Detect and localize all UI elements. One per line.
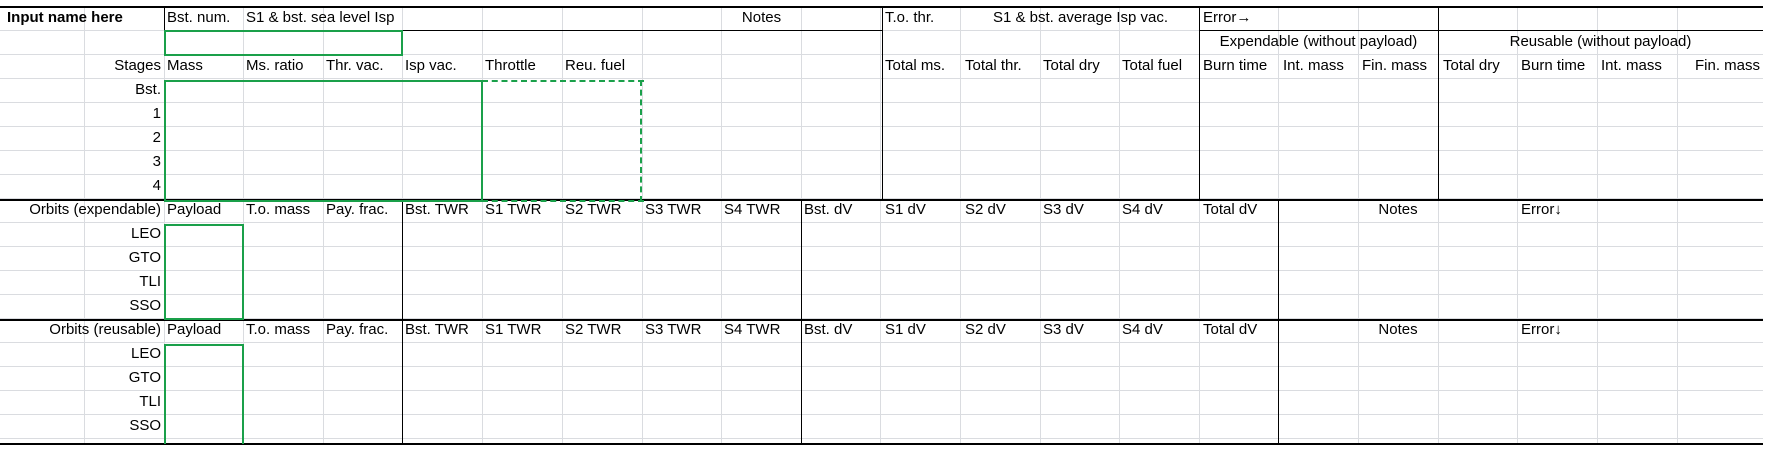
- bst-twr-header[interactable]: Bst. TWR: [405, 201, 469, 218]
- s4-twr-header[interactable]: S4 TWR: [724, 321, 781, 338]
- reu-burn-time-header[interactable]: Burn time: [1521, 57, 1586, 74]
- reu-fuel-header[interactable]: Reu. fuel: [565, 57, 626, 74]
- s2-dv-header[interactable]: S2 dV: [965, 201, 1006, 218]
- s3-dv-header[interactable]: S3 dV: [1043, 201, 1084, 218]
- orbit-label[interactable]: LEO: [130, 345, 161, 362]
- pay-frac-header[interactable]: Pay. frac.: [326, 321, 389, 338]
- stage-label[interactable]: 3: [152, 153, 161, 170]
- stage-label[interactable]: 4: [152, 177, 161, 194]
- s3-twr-header[interactable]: S3 TWR: [645, 321, 702, 338]
- reu-total-dry-header[interactable]: Total dry: [1443, 57, 1500, 74]
- expendable-group-header[interactable]: Expendable (without payload): [1219, 33, 1418, 50]
- orbits-reusable-label[interactable]: Orbits (reusable): [49, 321, 161, 338]
- total-dv-header[interactable]: Total dV: [1203, 321, 1258, 338]
- error-down-indicator[interactable]: Error↓: [1521, 201, 1562, 218]
- error-right-indicator[interactable]: Error→: [1203, 9, 1252, 26]
- orbit-label[interactable]: GTO: [128, 249, 161, 266]
- s4-twr-header[interactable]: S4 TWR: [724, 201, 781, 218]
- s1-dv-header[interactable]: S1 dV: [885, 201, 926, 218]
- reu-fin-mass-header[interactable]: Fin. mass: [1694, 57, 1760, 74]
- total-dv-header[interactable]: Total dV: [1203, 201, 1258, 218]
- orbit-label[interactable]: SSO: [129, 417, 161, 434]
- s1-dv-header[interactable]: S1 dV: [885, 321, 926, 338]
- total-fuel-header[interactable]: Total fuel: [1122, 57, 1183, 74]
- payload-header[interactable]: Payload: [167, 201, 222, 218]
- total-thr-header[interactable]: Total thr.: [965, 57, 1022, 74]
- bst-dv-header[interactable]: Bst. dV: [804, 201, 853, 218]
- s2-twr-header[interactable]: S2 TWR: [565, 201, 622, 218]
- error-down-indicator[interactable]: Error↓: [1521, 321, 1562, 338]
- thr-vac-header[interactable]: Thr. vac.: [326, 57, 384, 74]
- stage-label[interactable]: 2: [152, 129, 161, 146]
- orbit-label[interactable]: GTO: [128, 369, 161, 386]
- stage-label[interactable]: 1: [152, 105, 161, 122]
- payload-header[interactable]: Payload: [167, 321, 222, 338]
- pay-frac-header[interactable]: Pay. frac.: [326, 201, 389, 218]
- exp-int-mass-header[interactable]: Int. mass: [1283, 57, 1344, 74]
- to-mass-header[interactable]: T.o. mass: [246, 321, 311, 338]
- orbit-notes-header[interactable]: Notes: [1378, 321, 1418, 338]
- orbit-label[interactable]: SSO: [129, 297, 161, 314]
- s2-dv-header[interactable]: S2 dV: [965, 321, 1006, 338]
- orbit-label[interactable]: TLI: [139, 273, 161, 290]
- total-ms-header[interactable]: Total ms.: [885, 57, 946, 74]
- mass-header[interactable]: Mass: [167, 57, 203, 74]
- total-dry-header[interactable]: Total dry: [1043, 57, 1100, 74]
- bst-num-header[interactable]: Bst. num.: [167, 9, 231, 26]
- isp-vac-header[interactable]: Isp vac.: [405, 57, 457, 74]
- orbit-notes-header[interactable]: Notes: [1378, 201, 1418, 218]
- s2-twr-header[interactable]: S2 TWR: [565, 321, 622, 338]
- stage-label[interactable]: Bst.: [135, 81, 161, 98]
- bst-twr-header[interactable]: Bst. TWR: [405, 321, 469, 338]
- to-thr-header[interactable]: T.o. thr.: [885, 9, 935, 26]
- reu-int-mass-header[interactable]: Int. mass: [1601, 57, 1662, 74]
- exp-fin-mass-header[interactable]: Fin. mass: [1362, 57, 1428, 74]
- throttle-header[interactable]: Throttle: [485, 57, 536, 74]
- orbit-label[interactable]: LEO: [130, 225, 161, 242]
- s4-dv-header[interactable]: S4 dV: [1122, 201, 1163, 218]
- s1-average-isp-header[interactable]: S1 & bst. average Isp vac.: [992, 9, 1169, 26]
- s1-twr-header[interactable]: S1 TWR: [485, 321, 542, 338]
- orbits-expendable-label[interactable]: Orbits (expendable): [29, 201, 161, 218]
- s1-twr-header[interactable]: S1 TWR: [485, 201, 542, 218]
- spreadsheet-grid[interactable]: Input name here Bst. num. S1 & bst. sea …: [0, 6, 1763, 450]
- s4-dv-header[interactable]: S4 dV: [1122, 321, 1163, 338]
- stages-label[interactable]: Stages: [114, 57, 161, 74]
- s3-dv-header[interactable]: S3 dV: [1043, 321, 1084, 338]
- s3-twr-header[interactable]: S3 TWR: [645, 201, 702, 218]
- to-mass-header[interactable]: T.o. mass: [246, 201, 311, 218]
- reusable-group-header[interactable]: Reusable (without payload): [1509, 33, 1692, 50]
- notes-header[interactable]: Notes: [741, 9, 782, 26]
- orbit-label[interactable]: TLI: [139, 393, 161, 410]
- bst-dv-header[interactable]: Bst. dV: [804, 321, 853, 338]
- s1-sea-level-isp-header[interactable]: S1 & bst. sea level Isp: [246, 9, 395, 26]
- sheet-name-cell[interactable]: Input name here: [7, 9, 123, 26]
- ms-ratio-header[interactable]: Ms. ratio: [246, 57, 304, 74]
- exp-burn-time-header[interactable]: Burn time: [1203, 57, 1268, 74]
